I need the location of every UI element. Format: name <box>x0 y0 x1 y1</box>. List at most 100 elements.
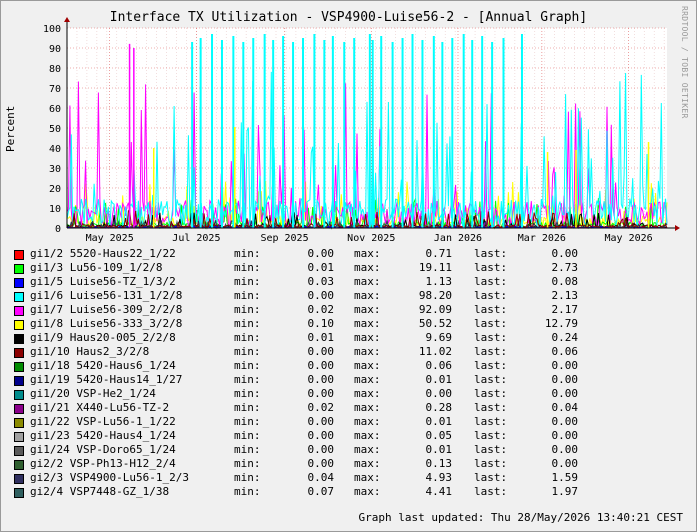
y-tick-label: 80 <box>49 64 61 75</box>
x-tick-label: May 2026 <box>605 233 653 244</box>
legend-last-label: last: <box>474 359 508 372</box>
legend-row: gi2/4 VSP7448-GZ_1/38 min: 0.07 max: 4.41 las… <box>14 485 614 499</box>
y-tick-label: 0 <box>55 224 61 235</box>
legend-swatch <box>14 432 24 442</box>
y-tick-label: 10 <box>49 204 61 215</box>
legend-min-label: min: <box>234 401 261 414</box>
legend-last-value: 0.00 <box>551 387 579 400</box>
legend-swatch <box>14 376 24 386</box>
plot-area: 0 10 20 30 40 50 60 70 80 90 100 May 2025 Jul 2025 Se… <box>43 17 680 244</box>
legend-last-value: 0.04 <box>551 401 579 414</box>
legend-series-name: gi1/7 Luise56-309_2/2/8 <box>30 303 183 316</box>
legend-min-label: min: <box>234 247 261 260</box>
legend-series-name: gi1/19 5420-Haus14_1/27 <box>30 373 183 386</box>
legend-last-label: last: <box>474 261 508 274</box>
legend-last-value: 0.00 <box>551 373 579 386</box>
legend-row: gi1/9 Haus20-005_2/2/8 min: 0.01 max: 9.69 la… <box>14 331 614 345</box>
legend-min-value: 0.00 <box>307 387 335 400</box>
legend-max-value: 0.13 <box>425 457 453 470</box>
legend-series-name: gi1/5 Luise56-TZ_1/3/2 <box>30 275 176 288</box>
legend-swatch <box>14 264 24 274</box>
legend-last-label: last: <box>474 471 508 484</box>
y-tick-label: 60 <box>49 104 61 115</box>
legend-max-label: max: <box>354 443 381 456</box>
legend-series-name: gi1/10 Haus2_3/2/8 <box>30 345 150 358</box>
legend-row: gi1/10 Haus2_3/2/8 min: 0.00 max: 11.02 last:… <box>14 345 614 359</box>
legend-max-label: max: <box>354 247 381 260</box>
legend-row: gi1/3 Lu56-109_1/2/8 min: 0.01 max: 19.11 las… <box>14 261 614 275</box>
legend-min-label: min: <box>234 303 261 316</box>
series-line <box>66 209 668 230</box>
legend-row: gi1/7 Luise56-309_2/2/8 min: 0.02 max: 92.09… <box>14 303 614 317</box>
legend-min-value: 0.01 <box>307 261 335 274</box>
legend-min-label: min: <box>234 317 261 330</box>
legend-last-value: 0.00 <box>551 359 579 372</box>
legend-swatch <box>14 348 24 358</box>
legend-min-value: 0.02 <box>307 303 335 316</box>
legend-last-value: 0.00 <box>551 443 579 456</box>
legend-last-label: last: <box>474 317 508 330</box>
legend-max-label: max: <box>354 275 381 288</box>
legend-row: gi1/24 VSP-Doro65_1/24 min: 0.00 max: 0.01 la… <box>14 443 614 457</box>
legend-max-label: max: <box>354 401 381 414</box>
legend-max-label: max: <box>354 289 381 302</box>
legend-last-value: 1.97 <box>551 485 579 498</box>
legend-max-value: 4.93 <box>425 471 453 484</box>
x-tick-label: Sep 2025 <box>260 233 308 244</box>
legend-last-label: last: <box>474 275 508 288</box>
legend-row: gi1/23 5420-Haus4_1/24 min: 0.00 max: 0.05 la… <box>14 429 614 443</box>
legend-min-label: min: <box>234 373 261 386</box>
x-axis-arrow <box>675 225 680 231</box>
legend-min-value: 0.00 <box>307 289 335 302</box>
legend-last-value: 12.79 <box>544 317 578 330</box>
x-tick-label: Mar 2026 <box>518 233 566 244</box>
legend-min-label: min: <box>234 457 261 470</box>
legend-row: gi1/8 Luise56-333_3/2/8 min: 0.10 max: 50.52… <box>14 317 614 331</box>
legend-row: gi1/19 5420-Haus14_1/27 min: 0.00 max: 0.01 l… <box>14 373 614 387</box>
legend-max-label: max: <box>354 485 381 498</box>
legend-row: gi1/2 5520-Haus22_1/22 min: 0.00 max: 0.71 la… <box>14 247 614 261</box>
legend-series-name: gi1/24 VSP-Doro65_1/24 <box>30 443 176 456</box>
legend-min-label: min: <box>234 331 261 344</box>
legend-max-label: max: <box>354 345 381 358</box>
legend-row: gi1/6 Luise56-131_1/2/8 min: 0.00 max: 98.20… <box>14 289 614 303</box>
legend-max-value: 0.01 <box>425 373 453 386</box>
legend-swatch <box>14 446 24 456</box>
y-tick-label: 50 <box>49 124 61 135</box>
legend-min-label: min: <box>234 261 261 274</box>
legend-last-value: 2.73 <box>551 261 579 274</box>
legend-last-value: 2.13 <box>551 289 579 302</box>
legend-swatch <box>14 362 24 372</box>
legend-last-label: last: <box>474 415 508 428</box>
legend-max-value: 0.05 <box>425 429 453 442</box>
legend-max-label: max: <box>354 359 381 372</box>
legend-last-value: 0.08 <box>551 275 579 288</box>
legend-last-value: 0.06 <box>551 345 579 358</box>
legend-max-label: max: <box>354 387 381 400</box>
legend-series-name: gi1/21 X440-Lu56-TZ-2 <box>30 401 170 414</box>
legend-max-label: max: <box>354 429 381 442</box>
legend-swatch <box>14 292 24 302</box>
legend-last-label: last: <box>474 247 508 260</box>
x-tick-label: Jul 2025 <box>172 233 220 244</box>
chart-title: Interface TX Utilization - VSP4900-Luise… <box>109 10 588 25</box>
legend-max-label: max: <box>354 261 381 274</box>
legend-min-value: 0.01 <box>307 331 335 344</box>
legend-max-value: 98.20 <box>418 289 452 302</box>
legend-swatch <box>14 320 24 330</box>
legend-max-label: max: <box>354 471 381 484</box>
legend-max-value: 19.11 <box>418 261 452 274</box>
legend-max-value: 0.00 <box>425 387 453 400</box>
legend-min-value: 0.03 <box>307 275 335 288</box>
legend-min-label: min: <box>234 359 261 372</box>
legend-last-label: last: <box>474 457 508 470</box>
legend-last-value: 0.00 <box>551 415 579 428</box>
legend-series-name: gi1/2 5520-Haus22_1/22 <box>30 247 176 260</box>
last-updated: Graph last updated: Thu 28/May/2026 13:4… <box>358 511 683 524</box>
legend-series-name: gi1/22 VSP-Lu56-1_1/22 <box>30 415 176 428</box>
legend-swatch <box>14 250 24 260</box>
rrdtool-watermark: RRDTOOL / TOBI OETIKER <box>680 6 689 119</box>
legend-last-label: last: <box>474 387 508 400</box>
legend-min-value: 0.00 <box>307 345 335 358</box>
legend-min-value: 0.00 <box>307 443 335 456</box>
